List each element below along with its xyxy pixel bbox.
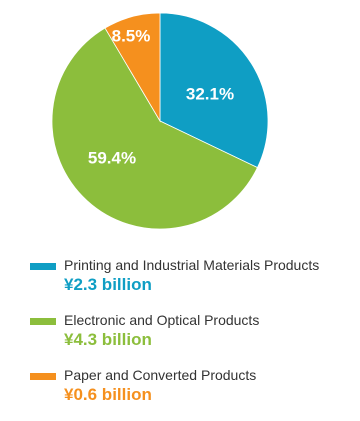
legend-value-electronic: ¥4.3 billion [64,330,152,349]
legend-label-printing: Printing and Industrial Materials Produc… [64,257,320,273]
legend-label-electronic: Electronic and Optical Products [64,312,260,328]
legend-item-electronic: Electronic and Optical Products ¥4.3 bil… [30,311,360,366]
legend-value-printing: ¥2.3 billion [64,275,152,294]
pie-slice-printing [159,12,269,169]
pie-slice-electronic [51,27,258,230]
legend-swatch-printing [30,263,56,270]
pie-label-printing: 32.1% [186,84,234,103]
legend-swatch-electronic [30,318,56,325]
legend: Printing and Industrial Materials Produc… [30,256,360,421]
pie-chart: 32.1% 59.4% 8.5% [51,12,269,230]
legend-value-paper: ¥0.6 billion [64,385,152,404]
legend-swatch-paper [30,373,56,380]
pie-label-electronic: 59.4% [88,148,136,167]
legend-item-paper: Paper and Converted Products ¥0.6 billio… [30,366,360,421]
legend-item-printing: Printing and Industrial Materials Produc… [30,256,360,311]
pie-label-paper: 8.5% [112,26,151,45]
legend-label-paper: Paper and Converted Products [64,367,257,383]
pie-slice-paper [104,12,161,123]
